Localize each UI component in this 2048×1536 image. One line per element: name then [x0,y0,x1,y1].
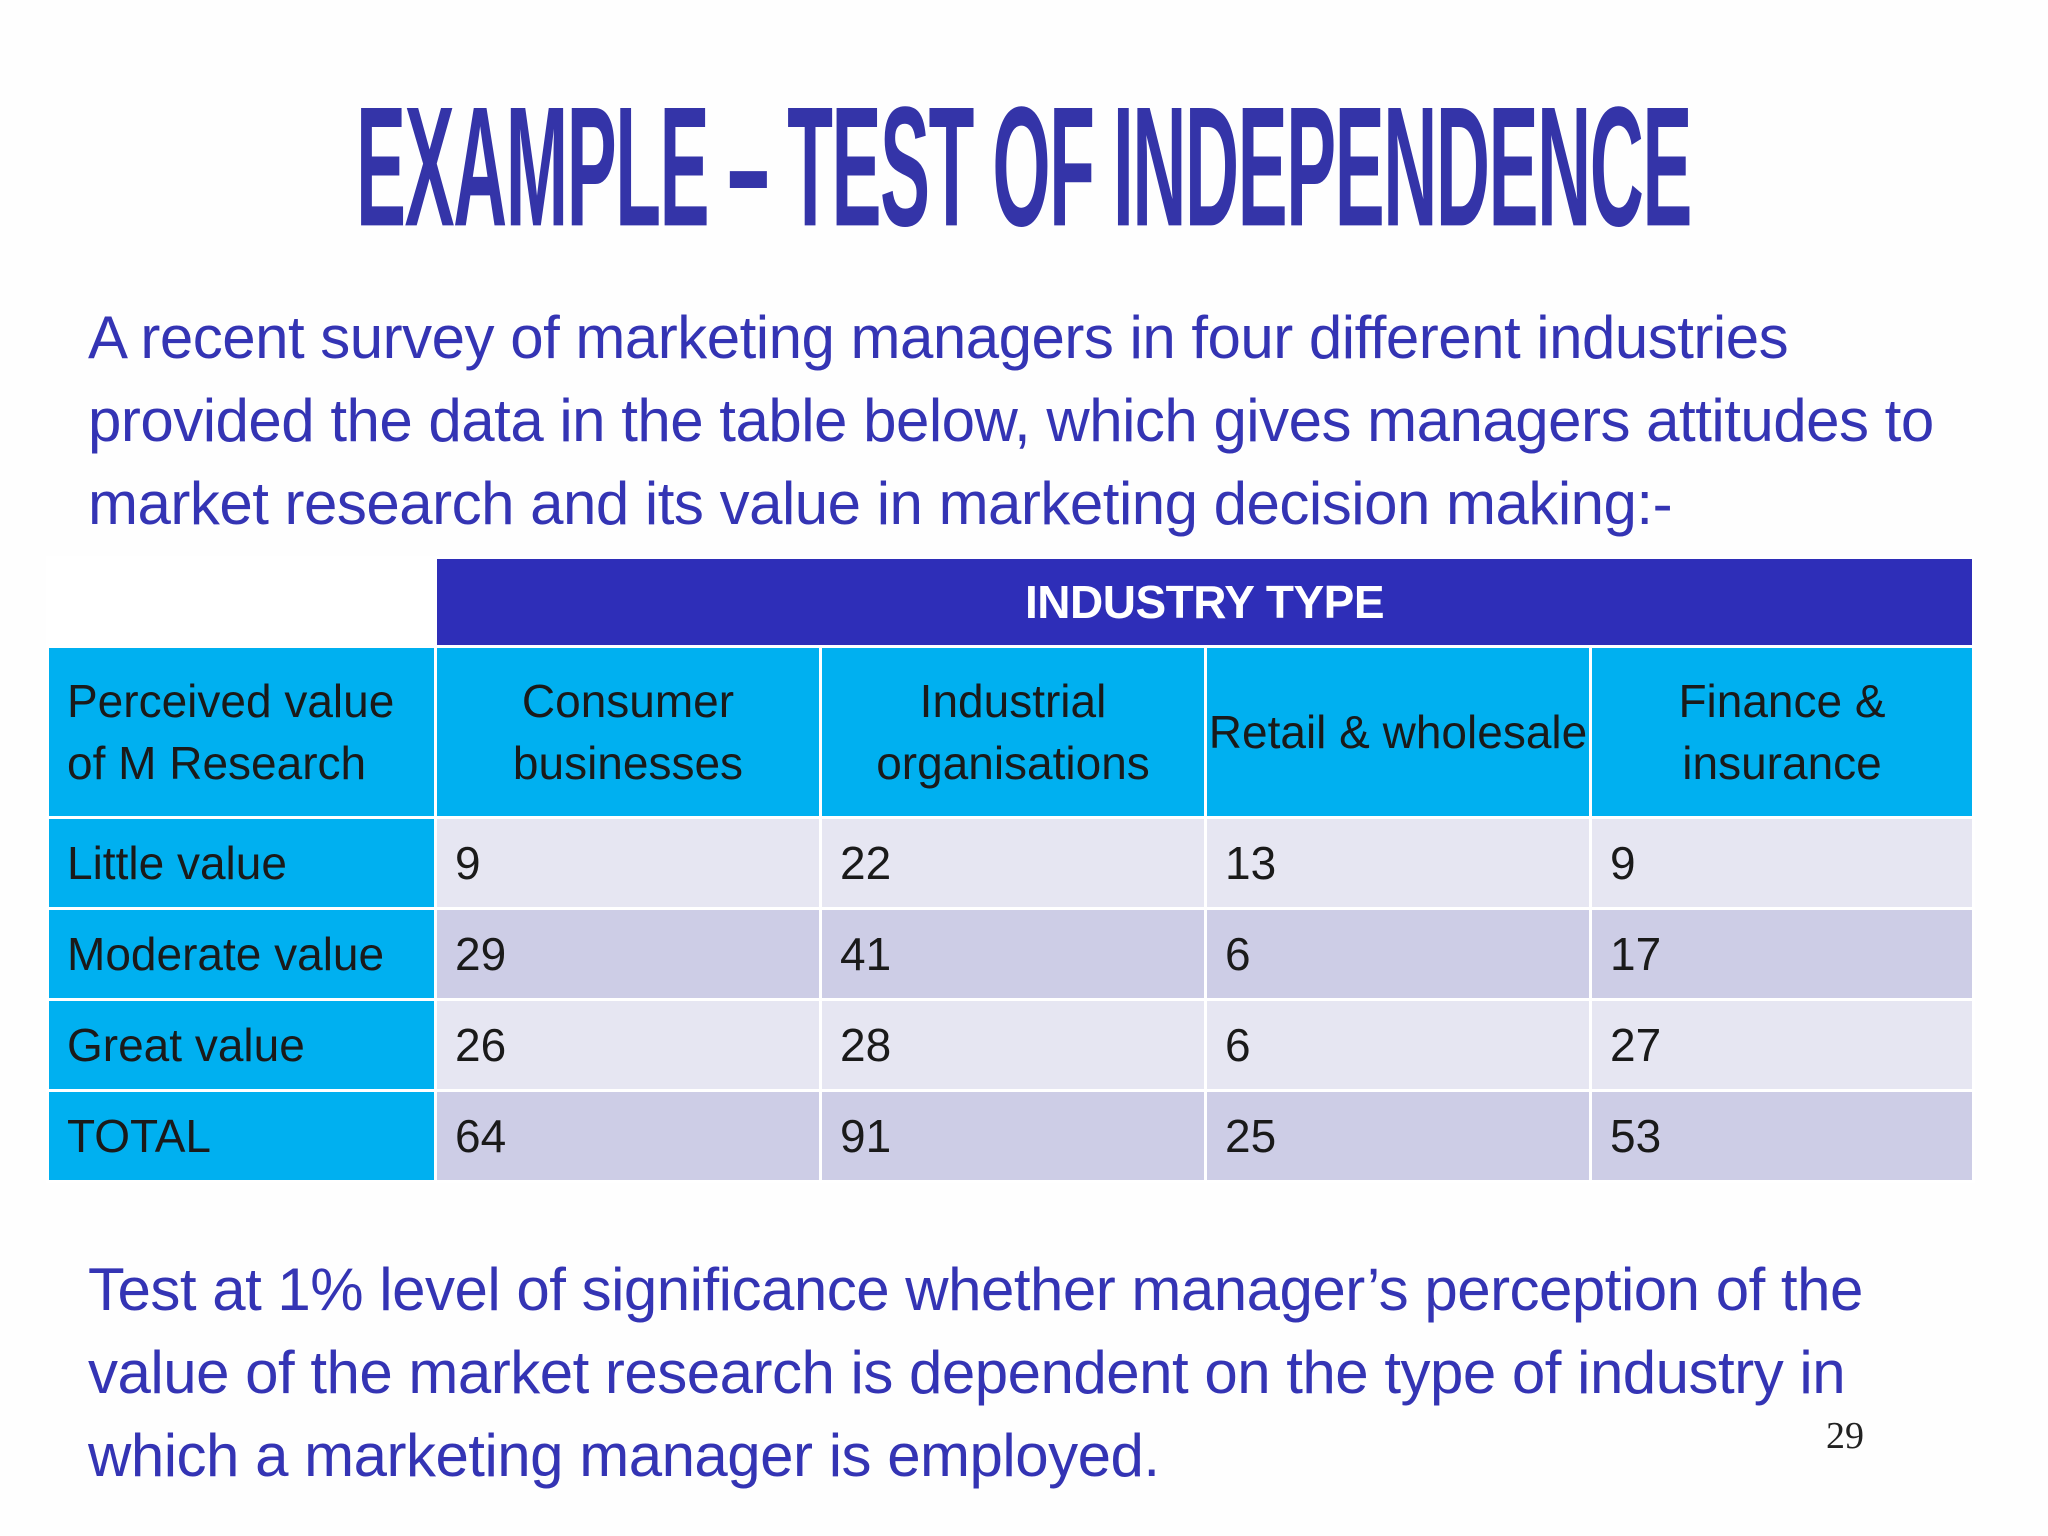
table-cell: 13 [1204,816,1592,910]
table-cell: 6 [1204,998,1592,1092]
blank-corner-cell [46,556,437,648]
table-cell: 27 [1588,998,1976,1092]
slide-title: EXAMPLE – TEST OF INDEPENDENCE [0,72,2048,263]
contingency-table-container: INDUSTRY TYPE Perceived value of M Resea… [46,556,1976,1183]
industry-type-header: INDUSTRY TYPE [433,556,1976,648]
table-cell: 22 [819,816,1207,910]
table-cell: 64 [434,1089,822,1183]
table-cell: 91 [819,1089,1207,1183]
question-paragraph: Test at 1% level of significance whether… [88,1256,1863,1489]
group-header-row: INDUSTRY TYPE [46,556,1976,648]
table-cell: 29 [434,907,822,1001]
table-row-total: TOTAL 64 91 25 53 [46,1089,1976,1183]
table-cell: 9 [1588,816,1976,910]
column-header-consumer: Consumer businesses [434,645,822,819]
row-label: Little value [46,816,437,910]
column-header-finance: Finance & insurance [1588,645,1976,819]
table-cell: 17 [1588,907,1976,1001]
table-cell: 25 [1204,1089,1592,1183]
intro-paragraph: A recent survey of marketing managers in… [88,304,1934,537]
table-cell: 26 [434,998,822,1092]
table-row: Great value 26 28 6 27 [46,998,1976,1092]
table-cell: 9 [434,816,822,910]
row-label: TOTAL [46,1089,437,1183]
slide-title-text: EXAMPLE – TEST OF INDEPENDENCE [356,71,1693,263]
row-label: Great value [46,998,437,1092]
table-cell: 28 [819,998,1207,1092]
contingency-table: INDUSTRY TYPE Perceived value of M Resea… [46,556,1976,1183]
table-cell: 53 [1588,1089,1976,1183]
page-number: 29 [1826,1415,1864,1457]
table-row: Little value 9 22 13 9 [46,816,1976,910]
column-header-retail: Retail & wholesale [1204,645,1592,819]
row-header-label: Perceived value of M Research [46,645,437,819]
column-header-industrial: Industrial organisations [819,645,1207,819]
column-header-row: Perceived value of M Research Consumer b… [46,645,1976,819]
row-label: Moderate value [46,907,437,1001]
table-cell: 6 [1204,907,1592,1001]
table-cell: 41 [819,907,1207,1001]
table-row: Moderate value 29 41 6 17 [46,907,1976,1001]
